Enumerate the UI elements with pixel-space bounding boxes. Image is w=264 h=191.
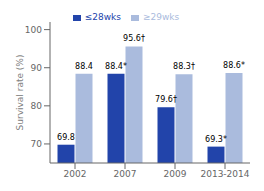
svg-text:69.3*: 69.3* [205, 135, 227, 144]
svg-text:100: 100 [25, 25, 42, 35]
svg-text:2013-2014: 2013-2014 [200, 169, 249, 179]
svg-text:90: 90 [31, 63, 43, 73]
svg-text:Survival rate (%): Survival rate (%) [15, 55, 25, 131]
html-text:≥29wks: ≥29wks [143, 12, 180, 22]
svg-text:2009: 2009 [164, 169, 187, 179]
svg-text:88.4*: 88.4* [105, 62, 127, 71]
svg-text:2007: 2007 [114, 169, 137, 179]
svg-text:69.8: 69.8 [57, 133, 75, 142]
svg-text:70: 70 [31, 139, 43, 149]
svg-text:88.3†: 88.3† [173, 62, 195, 71]
svg-text:79.6†: 79.6† [155, 95, 177, 104]
svg-text:88.6*: 88.6* [223, 61, 245, 70]
svg-text:80: 80 [31, 101, 43, 111]
html-text:≤28wks: ≤28wks [84, 12, 121, 22]
svg-text:2002: 2002 [64, 169, 87, 179]
svg-text:95.6†: 95.6† [123, 34, 145, 43]
svg-text:88.4: 88.4 [75, 62, 93, 71]
